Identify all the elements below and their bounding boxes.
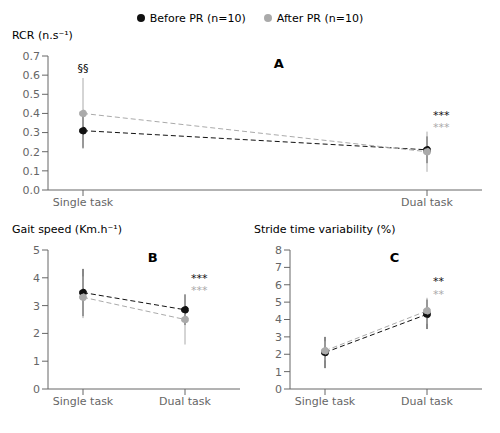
- svg-text:Dual task: Dual task: [401, 395, 454, 408]
- svg-text:0.5: 0.5: [23, 88, 41, 101]
- svg-text:5: 5: [275, 296, 282, 309]
- svg-text:**: **: [433, 288, 445, 301]
- svg-text:Dual task: Dual task: [401, 196, 454, 209]
- svg-text:8: 8: [275, 244, 282, 257]
- svg-text:7: 7: [275, 261, 282, 274]
- svg-text:***: ***: [433, 121, 450, 134]
- svg-text:5: 5: [33, 244, 40, 257]
- svg-text:Single task: Single task: [53, 395, 114, 408]
- svg-text:3: 3: [33, 300, 40, 313]
- svg-text:**: **: [433, 275, 445, 288]
- svg-text:***: ***: [433, 109, 450, 122]
- svg-text:2: 2: [275, 348, 282, 361]
- svg-text:0.0: 0.0: [23, 184, 41, 197]
- html-text:A: A: [273, 56, 284, 71]
- svg-text:0: 0: [275, 383, 282, 396]
- svg-text:0.6: 0.6: [23, 69, 41, 82]
- html-text:B: B: [147, 250, 158, 265]
- svg-text:0.1: 0.1: [23, 165, 41, 178]
- svg-text:4: 4: [33, 272, 40, 285]
- html-text:C: C: [389, 250, 400, 265]
- svg-text:1: 1: [33, 355, 40, 368]
- svg-text:2: 2: [33, 327, 40, 340]
- svg-text:Dual task: Dual task: [159, 395, 212, 408]
- svg-text:0.4: 0.4: [23, 107, 41, 120]
- svg-text:***: ***: [191, 272, 208, 285]
- html-text:Stride time variability (%): Stride time variability (%): [254, 223, 396, 236]
- svg-text:Single task: Single task: [53, 196, 114, 209]
- svg-text:§§: §§: [78, 62, 89, 75]
- svg-text:6: 6: [275, 279, 282, 292]
- svg-text:0: 0: [33, 383, 40, 396]
- html-text:After PR (n=10): After PR (n=10): [276, 11, 364, 25]
- svg-text:1: 1: [275, 366, 282, 379]
- html-text:Before PR (n=10): Before PR (n=10): [149, 11, 246, 25]
- svg-text:3: 3: [275, 331, 282, 344]
- svg-text:4: 4: [275, 313, 282, 326]
- svg-text:***: ***: [191, 284, 208, 297]
- svg-text:0.3: 0.3: [23, 126, 41, 139]
- html-text:Gait speed (Km.h⁻¹): Gait speed (Km.h⁻¹): [12, 223, 123, 236]
- html-text:RCR (n.s⁻¹): RCR (n.s⁻¹): [12, 29, 73, 42]
- svg-text:0.7: 0.7: [23, 50, 41, 63]
- svg-text:Single task: Single task: [295, 395, 356, 408]
- svg-text:0.2: 0.2: [23, 146, 41, 159]
